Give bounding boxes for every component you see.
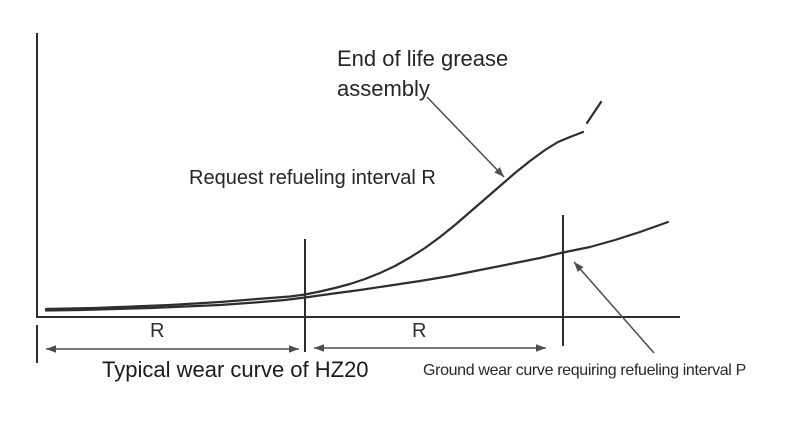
ground-curve-pointer-arrow [573, 261, 655, 354]
end-of-life-label: End of life grease assembly [337, 46, 509, 101]
interval-span-arrow-left-head-end [289, 345, 299, 353]
interval-span-arrow-right-head-start [314, 344, 324, 352]
interval-r-right-label: R [412, 320, 427, 342]
end-of-life-pointer-arrow-head-end [494, 167, 504, 177]
interval-r-left-label: R [150, 320, 165, 342]
end-of-life-pointer-arrow [426, 96, 505, 178]
interval-span-arrow-right-head-end [536, 344, 546, 352]
end-of-life-wear-curve [44, 130, 585, 311]
end-of-life-curve-tip-segment [585, 100, 603, 125]
interval-span-arrow-left-head-start [46, 345, 56, 353]
ground-wear-curve [44, 220, 670, 312]
typical-wear-curve-label: Typical wear curve of HZ20 [102, 357, 369, 382]
ground-wear-curve-label: Ground wear curve requiring refueling in… [423, 362, 746, 379]
ground-curve-pointer-arrow-head-end [574, 262, 584, 273]
request-refueling-interval-label: Request refueling interval R [189, 167, 436, 189]
